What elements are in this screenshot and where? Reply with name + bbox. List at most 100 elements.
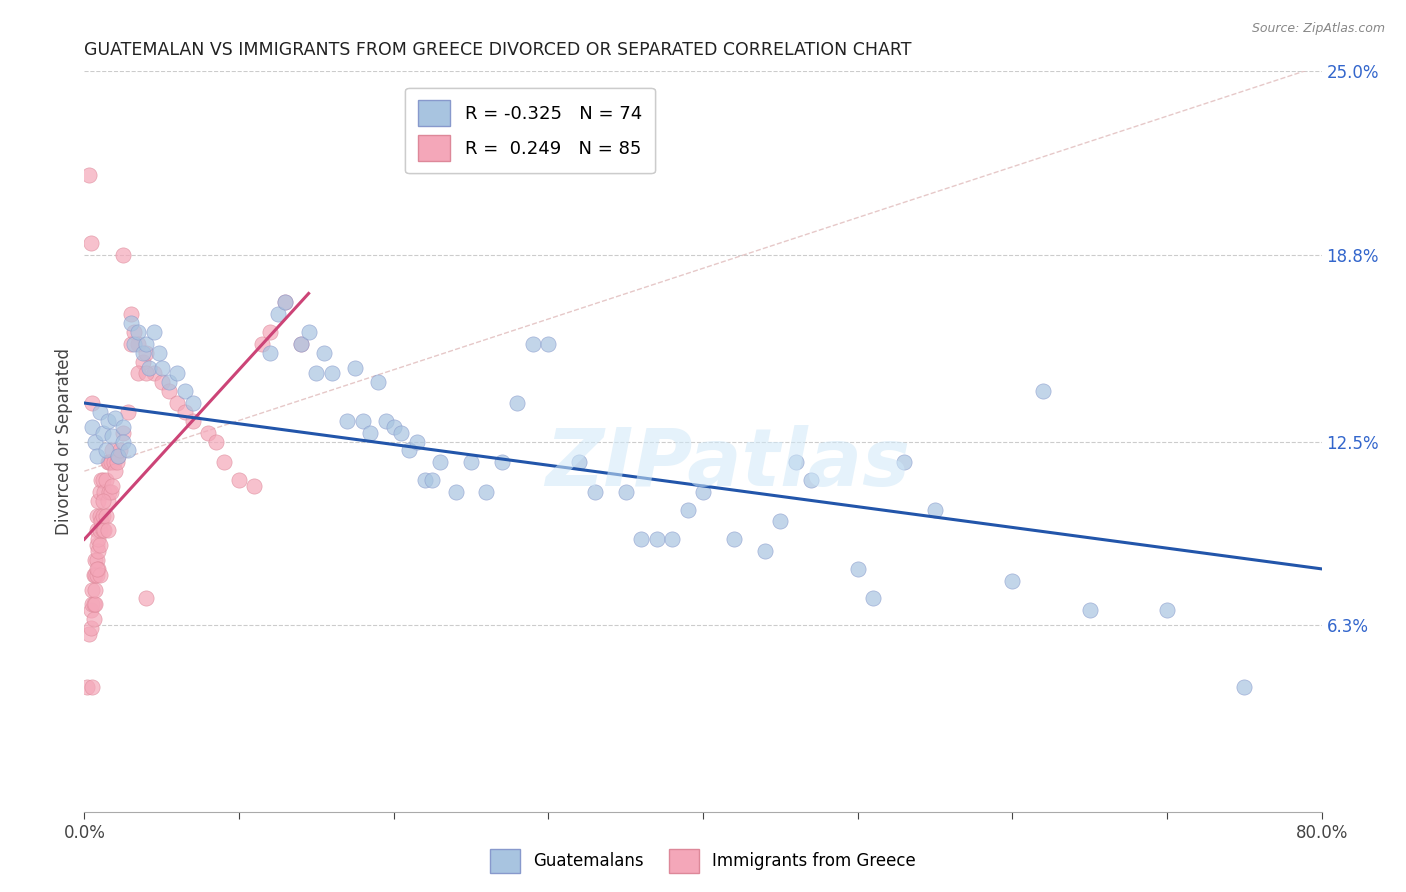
Point	[444, 484, 467, 499]
Point	[122, 336, 145, 351]
Point	[148, 345, 170, 359]
Point	[112, 425, 135, 440]
Point	[83, 598, 105, 612]
Point	[769, 515, 792, 529]
Point	[93, 484, 115, 499]
Point	[159, 384, 180, 399]
Legend: Guatemalans, Immigrants from Greece: Guatemalans, Immigrants from Greece	[484, 842, 922, 880]
Point	[389, 425, 413, 440]
Point	[87, 493, 110, 508]
Point	[84, 553, 107, 567]
Point	[79, 603, 101, 617]
Point	[723, 533, 745, 547]
Point	[86, 538, 108, 552]
Point	[645, 533, 668, 547]
Point	[159, 376, 180, 390]
Text: ZIPatlas: ZIPatlas	[546, 425, 910, 503]
Point	[82, 419, 104, 434]
Point	[112, 248, 135, 262]
Point	[259, 345, 281, 359]
Point	[100, 484, 122, 499]
Point	[89, 567, 111, 582]
Point	[103, 455, 125, 469]
Point	[89, 405, 111, 419]
Point	[83, 612, 105, 626]
Point	[475, 484, 498, 499]
Point	[104, 410, 127, 425]
Point	[583, 484, 606, 499]
Point	[96, 524, 118, 538]
Point	[166, 367, 188, 381]
Point	[98, 484, 121, 499]
Point	[107, 450, 129, 464]
Point	[104, 464, 127, 478]
Point	[82, 681, 104, 695]
Point	[101, 479, 124, 493]
Point	[90, 473, 112, 487]
Point	[101, 428, 124, 442]
Point	[1001, 574, 1024, 588]
Point	[82, 396, 104, 410]
Point	[91, 524, 114, 538]
Point	[89, 508, 111, 523]
Point	[297, 325, 319, 339]
Point	[166, 396, 188, 410]
Point	[96, 414, 118, 428]
Point	[96, 493, 118, 508]
Text: Source: ZipAtlas.com: Source: ZipAtlas.com	[1251, 22, 1385, 36]
Point	[274, 295, 297, 310]
Point	[228, 473, 250, 487]
Point	[91, 425, 114, 440]
Point	[398, 443, 420, 458]
Point	[91, 508, 114, 523]
Point	[82, 598, 104, 612]
Point	[120, 336, 142, 351]
Point	[89, 484, 111, 499]
Point	[250, 336, 273, 351]
Point	[785, 455, 807, 469]
Point	[862, 591, 884, 606]
Point	[127, 336, 149, 351]
Y-axis label: Divorced or Separated: Divorced or Separated	[55, 348, 73, 535]
Point	[460, 455, 482, 469]
Point	[94, 508, 117, 523]
Point	[77, 168, 100, 182]
Point	[120, 316, 142, 330]
Point	[893, 455, 915, 469]
Point	[86, 553, 108, 567]
Point	[754, 544, 776, 558]
Point	[274, 295, 297, 310]
Point	[568, 455, 591, 469]
Point	[290, 336, 312, 351]
Point	[343, 360, 366, 375]
Point	[86, 524, 108, 538]
Point	[197, 425, 219, 440]
Point	[112, 419, 135, 434]
Point	[174, 384, 197, 399]
Point	[1156, 603, 1178, 617]
Point	[94, 473, 117, 487]
Point	[96, 455, 118, 469]
Point	[374, 414, 398, 428]
Point	[86, 450, 108, 464]
Point	[143, 367, 166, 381]
Point	[84, 598, 107, 612]
Point	[150, 376, 173, 390]
Point	[405, 434, 427, 449]
Point	[76, 681, 98, 695]
Point	[1078, 603, 1101, 617]
Point	[132, 345, 155, 359]
Point	[84, 582, 107, 597]
Point	[522, 336, 544, 351]
Point	[290, 336, 312, 351]
Point	[127, 325, 149, 339]
Point	[135, 367, 157, 381]
Point	[79, 236, 101, 251]
Point	[89, 524, 111, 538]
Point	[800, 473, 823, 487]
Point	[107, 450, 129, 464]
Legend: R = -0.325   N = 74, R =  0.249   N = 85: R = -0.325 N = 74, R = 0.249 N = 85	[405, 87, 655, 173]
Point	[120, 307, 142, 321]
Point	[132, 354, 155, 368]
Point	[676, 502, 699, 516]
